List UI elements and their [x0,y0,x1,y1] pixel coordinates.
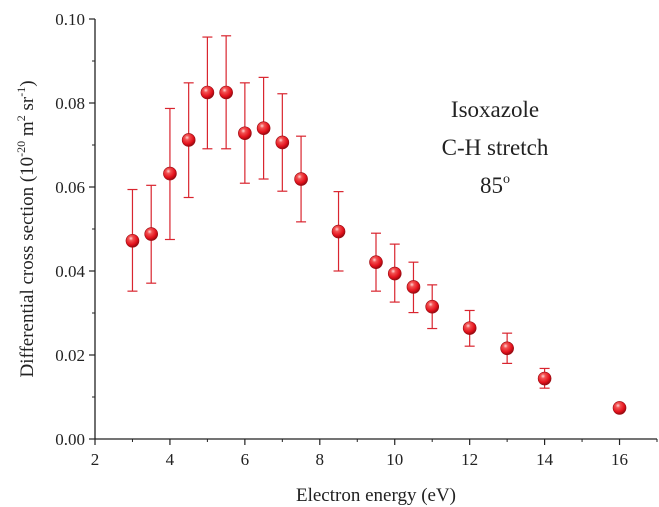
data-point [181,133,196,147]
annotation-angle-degree: o [503,172,510,187]
y-tick-label: 0.08 [55,94,85,113]
data-point [462,321,477,335]
data-markers [125,85,627,415]
x-tick-label: 2 [91,450,100,469]
y-tick-label: 0.06 [55,178,85,197]
data-point [294,172,308,186]
x-axis-ticks: 2 4 6 8 10 12 14 16 [91,439,658,469]
x-tick-label: 16 [611,450,628,469]
x-tick-label: 12 [461,450,478,469]
data-point [387,266,402,281]
y-axis-ticks: 0.00 0.02 0.04 0.06 0.08 0.10 [55,10,95,449]
y-tick-label: 0.10 [55,10,85,29]
data-point [406,280,421,294]
annotation-angle: 85o [480,172,510,198]
data-point [238,126,252,141]
x-tick-label: 6 [241,450,250,469]
data-point [163,166,177,181]
x-tick-label: 10 [386,450,403,469]
data-point [144,227,158,241]
error-bars [127,35,550,389]
data-point [125,233,140,248]
data-point [500,341,514,356]
y-tick-label: 0.04 [55,262,85,281]
y-tick-label: 0.00 [55,430,85,449]
data-point [537,371,552,386]
data-point [331,224,346,239]
data-point [425,299,440,314]
data-point [612,401,627,415]
annotation-mode: C-H stretch [442,135,549,160]
plot-frame [94,19,657,440]
annotation-angle-value: 85 [480,173,503,198]
x-tick-label: 14 [536,450,554,469]
data-point [256,121,271,135]
data-point [219,85,233,100]
x-axis-title: Electron energy (eV) [296,485,456,506]
y-axis-title: Differential cross section (10-20 m2 sr-… [14,80,38,377]
annotation-molecule: Isoxazole [451,97,539,122]
y-tick-label: 0.02 [55,346,85,365]
data-point [200,85,215,100]
x-tick-label: 4 [166,450,175,469]
data-point [369,255,383,269]
x-tick-label: 8 [316,450,325,469]
data-point [275,135,290,150]
